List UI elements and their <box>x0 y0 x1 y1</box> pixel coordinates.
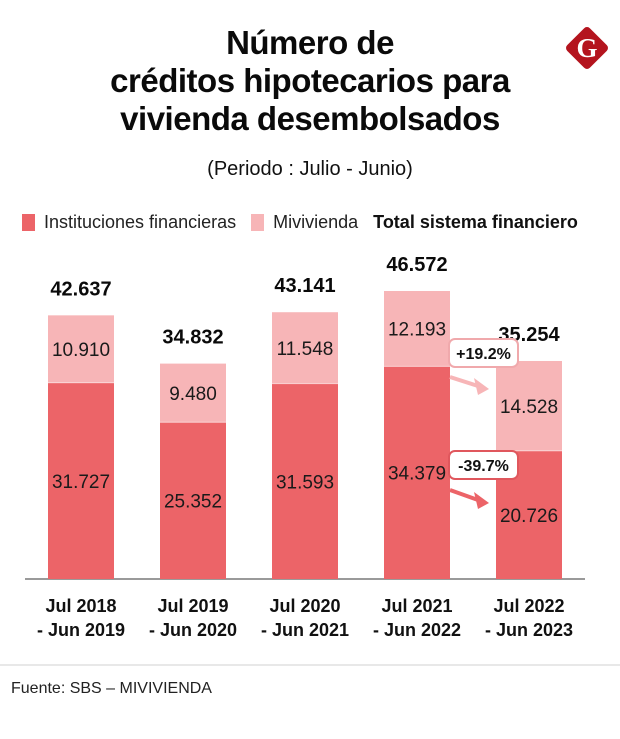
x-tick-label: - Jun 2022 <box>373 620 461 640</box>
legend-label: Mivivienda <box>273 211 359 232</box>
legend: Instituciones financieras Mivivienda Tot… <box>22 210 593 234</box>
bar-instituciones <box>48 382 114 579</box>
legend-swatch-mivivienda <box>251 213 265 231</box>
change-badge-label: +19.2% <box>456 346 511 363</box>
data-label-instituciones: 25.352 <box>164 492 222 513</box>
data-label-total: 43.141 <box>274 275 335 297</box>
bar-mivivienda <box>160 363 226 423</box>
data-label-mivivienda: 11.548 <box>277 339 334 360</box>
x-tick-label: Jul 2022 <box>493 596 564 616</box>
data-label-instituciones: 31.593 <box>276 472 334 493</box>
data-label-instituciones: 20.726 <box>500 506 558 527</box>
chart-title: Número de créditos hipotecarios para viv… <box>0 24 620 138</box>
chart-subtitle: (Periodo : Julio - Junio) <box>207 158 413 180</box>
bar-mivivienda <box>496 360 562 451</box>
data-label-mivivienda: 10.910 <box>52 340 110 361</box>
bar-instituciones <box>272 383 338 579</box>
x-tick-label: Jul 2019 <box>157 596 228 616</box>
bar-instituciones <box>384 366 450 579</box>
change-badge-label: -39.7% <box>458 458 509 475</box>
logo-diamond <box>566 27 608 69</box>
data-label-instituciones: 31.727 <box>52 472 110 493</box>
x-tick-label: Jul 2021 <box>381 596 452 616</box>
title-line: Número de <box>226 24 394 61</box>
data-label-mivivienda: 12.193 <box>388 320 446 341</box>
data-label-total: 34.832 <box>162 327 223 349</box>
legend-item-total: Total sistema financiero <box>373 211 578 232</box>
legend-label: Instituciones financieras <box>44 211 237 232</box>
x-tick-label: - Jun 2021 <box>261 620 349 640</box>
x-tick-label: Jul 2018 <box>45 596 116 616</box>
bar-mivivienda <box>48 315 114 383</box>
data-label-total: 42.637 <box>50 278 111 300</box>
x-tick-label: Jul 2020 <box>269 596 340 616</box>
x-tick-label: - Jun 2020 <box>149 620 237 640</box>
bar-mivivienda <box>272 312 338 384</box>
legend-item-mivivienda: Mivivienda <box>251 212 358 233</box>
data-label-total: 46.572 <box>386 254 447 276</box>
title-line: vivienda desembolsados <box>120 100 500 137</box>
change-badge <box>448 450 519 480</box>
legend-swatch-instituciones <box>22 213 35 231</box>
change-badge <box>448 338 519 368</box>
x-tick-label: - Jun 2019 <box>37 620 125 640</box>
bar-instituciones <box>160 422 226 579</box>
bar-mivivienda <box>384 291 450 367</box>
legend-item-instituciones: Instituciones financieras <box>22 212 236 233</box>
x-tick-label: - Jun 2023 <box>485 620 573 640</box>
source-note: Fuente: SBS – MIVIVIENDA <box>11 680 212 697</box>
data-label-mivivienda: 9.480 <box>169 384 217 405</box>
change-arrow-shaft <box>449 375 479 388</box>
footer-divider <box>0 664 620 666</box>
change-arrow-shaft <box>449 488 479 502</box>
change-arrow-head-icon <box>474 378 489 395</box>
data-label-instituciones: 34.379 <box>388 464 446 485</box>
logo-letter: G <box>576 33 597 63</box>
gestion-logo-icon: G <box>566 27 608 69</box>
change-arrow-head-icon <box>474 492 489 509</box>
title-line: créditos hipotecarios para <box>110 62 510 99</box>
data-label-mivivienda: 14.528 <box>500 397 558 418</box>
